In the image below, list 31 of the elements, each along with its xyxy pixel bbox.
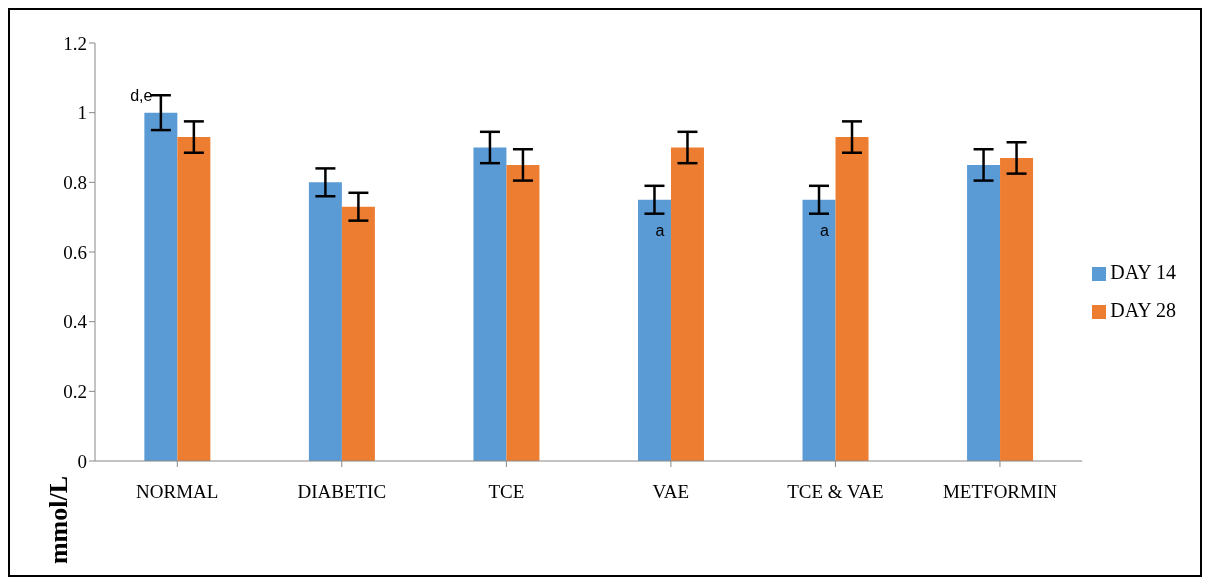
y-tick-label: 0.4 bbox=[63, 311, 88, 333]
x-tick-label: TCE & VAE bbox=[787, 481, 884, 503]
y-tick-label: 1.2 bbox=[63, 32, 87, 54]
bar bbox=[341, 206, 375, 461]
bar bbox=[144, 112, 178, 461]
bar bbox=[967, 164, 1001, 461]
annotation: d,e bbox=[130, 86, 153, 104]
legend-label: DAY 14 bbox=[1110, 260, 1176, 283]
x-tick-label: TCE bbox=[488, 481, 525, 503]
bar bbox=[637, 199, 671, 461]
x-tick-label: VAE bbox=[652, 481, 690, 503]
bar bbox=[670, 147, 704, 461]
bar bbox=[473, 147, 507, 461]
annotation: a bbox=[655, 221, 665, 239]
y-axis-title: mmol/L bbox=[44, 475, 74, 565]
bar bbox=[802, 199, 836, 461]
bar bbox=[308, 182, 342, 461]
annotation: a bbox=[819, 221, 829, 239]
x-tick-label: METFORMIN bbox=[942, 481, 1058, 503]
y-tick-label: 0.8 bbox=[63, 172, 87, 194]
bar bbox=[506, 164, 540, 461]
y-tick-label: 0.2 bbox=[63, 381, 87, 403]
bar bbox=[835, 137, 869, 461]
x-tick-label: NORMAL bbox=[136, 481, 219, 503]
bar bbox=[1000, 157, 1034, 461]
y-tick-label: 0 bbox=[77, 450, 87, 472]
legend-label: DAY 28 bbox=[1110, 298, 1176, 321]
x-tick-label: DIABETIC bbox=[297, 481, 387, 503]
y-tick-label: 0.6 bbox=[63, 241, 87, 263]
bar bbox=[177, 137, 211, 461]
y-tick-label: 1 bbox=[77, 102, 87, 124]
